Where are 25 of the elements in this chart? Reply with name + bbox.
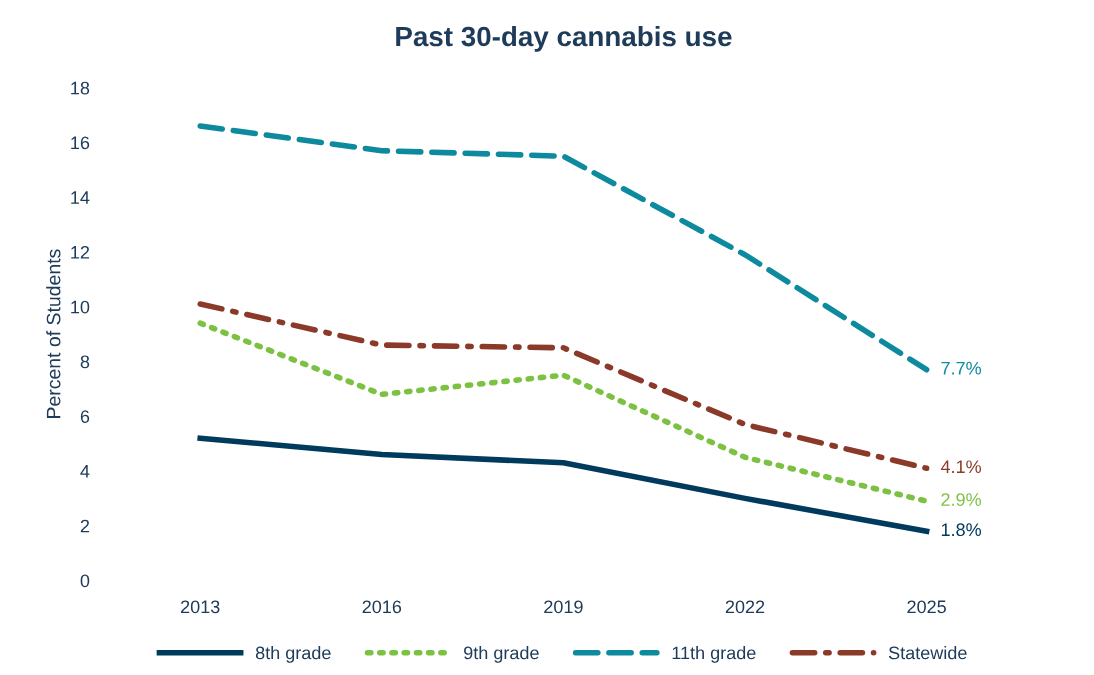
y-tick-label: 6 — [80, 410, 90, 423]
x-tick-label: 2016 — [362, 600, 402, 614]
y-tick-label: 16 — [71, 136, 90, 150]
data-label: 2.9% — [941, 493, 982, 506]
y-tick-label: 12 — [71, 245, 90, 259]
legend-label: 9th grade — [464, 646, 539, 663]
legend-label: 11th grade — [672, 646, 756, 663]
y-axis-title: Percent of Students — [46, 249, 61, 418]
chart-title: Past 30-day cannabis use — [396, 25, 732, 52]
x-tick-label: 2019 — [544, 600, 583, 614]
legend-label: Statewide — [888, 646, 967, 660]
data-label: 1.8% — [941, 523, 982, 537]
y-tick-label: 14 — [71, 191, 90, 204]
y-tick-label: 2 — [80, 519, 90, 533]
y-tick-label: 8 — [80, 355, 90, 369]
x-tick-label: 2022 — [725, 600, 765, 614]
y-tick-label: 18 — [71, 81, 90, 95]
y-tick-label: 0 — [80, 574, 90, 588]
x-tick-label: 2025 — [907, 600, 946, 614]
y-tick-label: 4 — [80, 465, 90, 478]
data-label: 4.1% — [940, 460, 982, 474]
legend-label: 8th grade — [255, 646, 331, 663]
y-tick-label: 10 — [71, 300, 90, 314]
x-tick-label: 2013 — [181, 600, 220, 614]
data-label: 7.7% — [941, 361, 982, 375]
